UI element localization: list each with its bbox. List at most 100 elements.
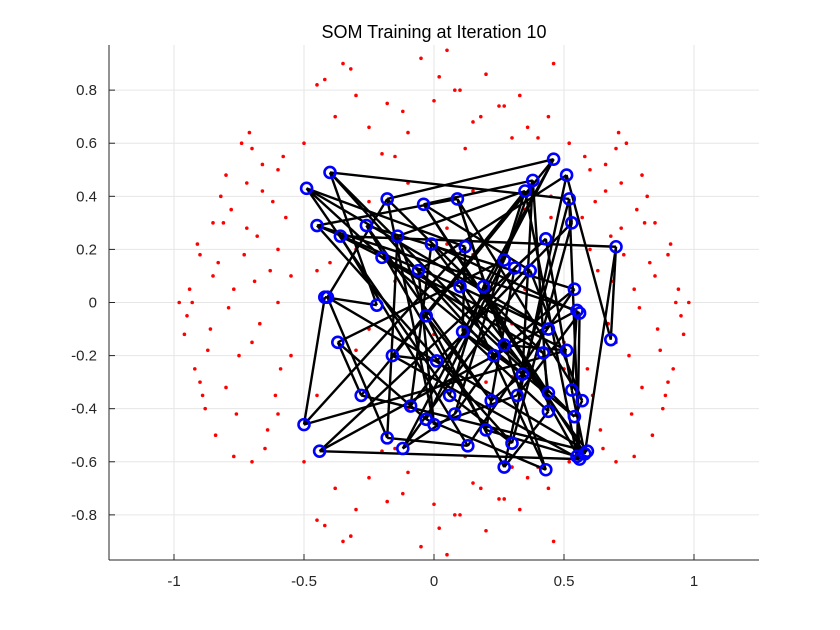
data-point <box>273 393 278 398</box>
data-point <box>302 141 306 146</box>
data-point <box>432 502 436 507</box>
som-neuron <box>538 462 553 477</box>
data-point <box>666 380 670 384</box>
data-point <box>453 88 457 92</box>
som-neuron <box>567 282 582 297</box>
data-point <box>648 260 652 265</box>
data-point <box>323 523 327 528</box>
som-connection <box>485 428 578 458</box>
som-neuron <box>497 253 512 267</box>
data-point <box>661 406 665 411</box>
data-point <box>401 109 405 114</box>
som-neuron <box>424 237 439 251</box>
data-point <box>258 321 262 326</box>
data-point <box>198 380 202 384</box>
data-point <box>203 406 207 411</box>
som-neuron <box>320 290 335 304</box>
som-connection <box>316 224 513 444</box>
data-point <box>471 120 475 124</box>
som-connection <box>417 270 436 425</box>
som-neuron <box>455 324 470 339</box>
data-point <box>622 252 626 257</box>
data-point <box>237 353 241 358</box>
som-connection <box>461 330 550 413</box>
data-point <box>250 459 254 464</box>
data-point <box>458 513 462 517</box>
som-neuron <box>572 452 587 466</box>
data-point <box>367 125 371 130</box>
data-point <box>583 154 587 159</box>
som-connection <box>609 246 618 340</box>
data-point <box>341 61 345 66</box>
som-connection <box>339 235 469 447</box>
data-point <box>208 327 213 331</box>
data-point <box>437 526 442 530</box>
som-connection <box>435 222 573 362</box>
data-point <box>510 465 514 469</box>
data-point <box>624 141 629 146</box>
som-neuron <box>546 152 561 166</box>
data-point <box>632 454 636 459</box>
data-point <box>637 306 642 310</box>
som-connection <box>316 197 458 227</box>
data-point <box>502 497 507 501</box>
som-neuron <box>359 218 374 233</box>
data-point <box>632 287 636 292</box>
som-connection <box>461 330 524 376</box>
data-point <box>406 130 410 135</box>
data-point <box>671 367 675 371</box>
data-point <box>185 313 189 318</box>
som-neuron <box>497 338 512 352</box>
data-point <box>453 513 457 517</box>
data-point <box>211 274 215 278</box>
data-point <box>393 446 397 451</box>
som-connections <box>302 157 618 471</box>
data-point <box>198 252 202 257</box>
data-point <box>239 141 244 146</box>
som-connection <box>386 157 554 201</box>
data-point <box>445 48 449 53</box>
data-point <box>219 194 223 199</box>
som-neurons <box>297 152 623 477</box>
data-point <box>276 412 280 416</box>
data-point <box>640 385 644 390</box>
data-point <box>549 215 553 220</box>
som-connection <box>337 341 427 421</box>
som-neuron <box>453 279 467 294</box>
y-tick-label: -0.4 <box>71 401 97 418</box>
data-points <box>177 48 691 557</box>
som-connection <box>573 400 584 418</box>
som-connection <box>366 224 575 291</box>
data-point <box>525 475 530 480</box>
som-neuron <box>541 322 556 336</box>
som-neuron <box>310 218 324 233</box>
data-point <box>479 114 483 119</box>
data-point <box>525 125 530 130</box>
data-point <box>419 56 423 61</box>
data-point <box>401 491 405 496</box>
som-connection <box>397 189 526 238</box>
data-point <box>354 348 358 353</box>
som-connection <box>340 234 617 248</box>
data-point <box>216 260 220 265</box>
data-point <box>497 104 501 108</box>
data-point <box>635 207 639 212</box>
som-connection <box>456 198 547 471</box>
data-point <box>315 268 319 273</box>
data-point <box>260 162 265 167</box>
axes <box>108 45 759 561</box>
data-point <box>551 61 556 66</box>
data-point <box>598 428 603 432</box>
data-point <box>479 486 483 491</box>
som-neuron <box>330 335 345 350</box>
som-neuron <box>427 417 441 432</box>
som-connection <box>302 296 326 425</box>
data-point <box>250 340 254 345</box>
som-neuron <box>541 385 556 400</box>
som-connection <box>422 203 531 272</box>
data-point <box>546 486 551 491</box>
data-point <box>510 136 514 140</box>
som-neuron <box>390 229 405 243</box>
chart-title: SOM Training at Iteration 10 <box>321 22 546 42</box>
